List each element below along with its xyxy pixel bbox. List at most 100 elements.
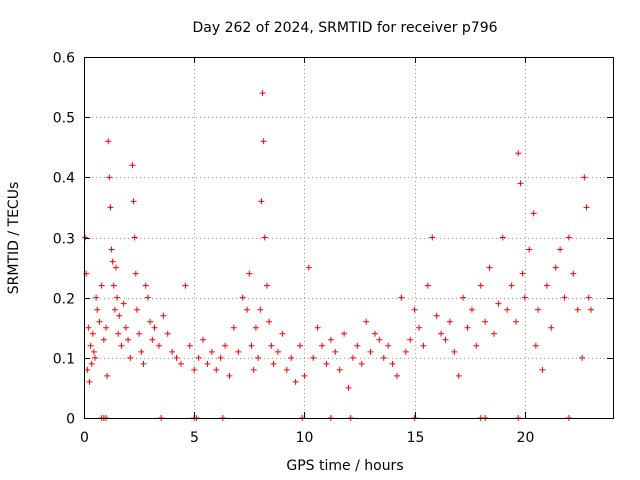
data-point bbox=[579, 354, 586, 361]
data-point bbox=[103, 324, 110, 331]
data-point bbox=[164, 330, 171, 337]
data-point bbox=[380, 354, 387, 361]
data-point bbox=[195, 354, 202, 361]
data-point bbox=[468, 306, 475, 313]
data-point bbox=[543, 282, 550, 289]
data-point bbox=[105, 138, 112, 145]
data-point bbox=[106, 174, 113, 181]
data-point bbox=[130, 198, 137, 205]
x-tick-label: 15 bbox=[407, 430, 425, 446]
data-point bbox=[310, 354, 317, 361]
x-tick-label: 0 bbox=[80, 430, 89, 446]
data-point bbox=[248, 342, 255, 349]
data-point bbox=[305, 264, 312, 271]
data-point bbox=[583, 204, 590, 211]
x-tick-label: 20 bbox=[517, 430, 535, 446]
data-point bbox=[433, 312, 440, 319]
data-point bbox=[149, 336, 156, 343]
data-point bbox=[129, 162, 136, 169]
data-point bbox=[208, 348, 215, 355]
data-point bbox=[499, 234, 506, 241]
data-point bbox=[266, 318, 273, 325]
data-point bbox=[513, 318, 520, 325]
data-point bbox=[138, 348, 145, 355]
data-point bbox=[109, 258, 116, 265]
axes: 0 0.1 0.2 0.3 0.4 0.5 0.6 0 5 10 15 20 bbox=[53, 51, 613, 446]
data-point bbox=[261, 234, 268, 241]
data-point bbox=[144, 294, 151, 301]
data-point bbox=[349, 354, 356, 361]
data-point bbox=[177, 360, 184, 367]
data-point bbox=[515, 150, 522, 157]
data-point bbox=[131, 234, 138, 241]
data-point bbox=[260, 138, 267, 145]
data-point bbox=[539, 366, 546, 373]
data-point bbox=[155, 342, 162, 349]
y-axis-label: SRMTID / TECUs bbox=[6, 182, 22, 295]
data-point bbox=[204, 360, 211, 367]
data-point bbox=[389, 360, 396, 367]
data-point bbox=[226, 372, 233, 379]
data-point bbox=[517, 180, 524, 187]
data-point bbox=[429, 234, 436, 241]
data-point bbox=[132, 270, 139, 277]
data-point bbox=[94, 306, 101, 313]
data-point bbox=[244, 306, 251, 313]
data-point bbox=[363, 318, 370, 325]
data-point bbox=[288, 354, 295, 361]
data-point bbox=[116, 312, 123, 319]
data-point bbox=[111, 306, 118, 313]
data-point bbox=[115, 330, 122, 337]
data-point bbox=[504, 306, 511, 313]
data-point bbox=[455, 372, 462, 379]
data-point bbox=[314, 324, 321, 331]
data-point bbox=[255, 354, 262, 361]
data-point bbox=[230, 324, 237, 331]
data-point bbox=[297, 342, 304, 349]
data-point bbox=[114, 294, 121, 301]
data-point bbox=[451, 348, 458, 355]
data-points bbox=[82, 90, 594, 421]
data-point bbox=[82, 234, 89, 241]
data-point bbox=[222, 342, 229, 349]
data-point bbox=[112, 264, 119, 271]
data-point bbox=[292, 378, 299, 385]
data-point bbox=[87, 342, 94, 349]
x-axis-label: GPS time / hours bbox=[286, 458, 403, 474]
data-point bbox=[151, 324, 158, 331]
data-point bbox=[108, 246, 115, 253]
data-point bbox=[268, 342, 275, 349]
data-point bbox=[446, 318, 453, 325]
data-point bbox=[133, 306, 140, 313]
y-tick-label: 0.6 bbox=[53, 51, 75, 67]
data-point bbox=[420, 342, 427, 349]
x-tick-label: 5 bbox=[190, 430, 199, 446]
data-point bbox=[581, 174, 588, 181]
data-point bbox=[125, 336, 132, 343]
chart-title: Day 262 of 2024, SRMTID for receiver p79… bbox=[192, 20, 497, 36]
data-point bbox=[424, 282, 431, 289]
data-point bbox=[217, 354, 224, 361]
data-point bbox=[464, 324, 471, 331]
y-tick-label: 0.1 bbox=[53, 352, 75, 368]
data-point bbox=[85, 324, 92, 331]
data-point bbox=[336, 366, 343, 373]
data-point bbox=[473, 342, 480, 349]
grid-lines bbox=[84, 57, 613, 418]
data-point bbox=[486, 264, 493, 271]
data-point bbox=[548, 324, 555, 331]
data-point bbox=[561, 294, 568, 301]
data-point bbox=[323, 360, 330, 367]
x-tick-label: 10 bbox=[296, 430, 314, 446]
y-tick-label: 0.4 bbox=[53, 171, 75, 187]
data-point bbox=[495, 300, 502, 307]
data-point bbox=[407, 336, 414, 343]
y-tick-label: 0.3 bbox=[53, 232, 75, 248]
data-point bbox=[526, 246, 533, 253]
data-point bbox=[301, 372, 308, 379]
data-point bbox=[250, 366, 257, 373]
y-tick-label: 0.2 bbox=[53, 292, 75, 308]
data-point bbox=[84, 366, 91, 373]
data-point bbox=[532, 342, 539, 349]
